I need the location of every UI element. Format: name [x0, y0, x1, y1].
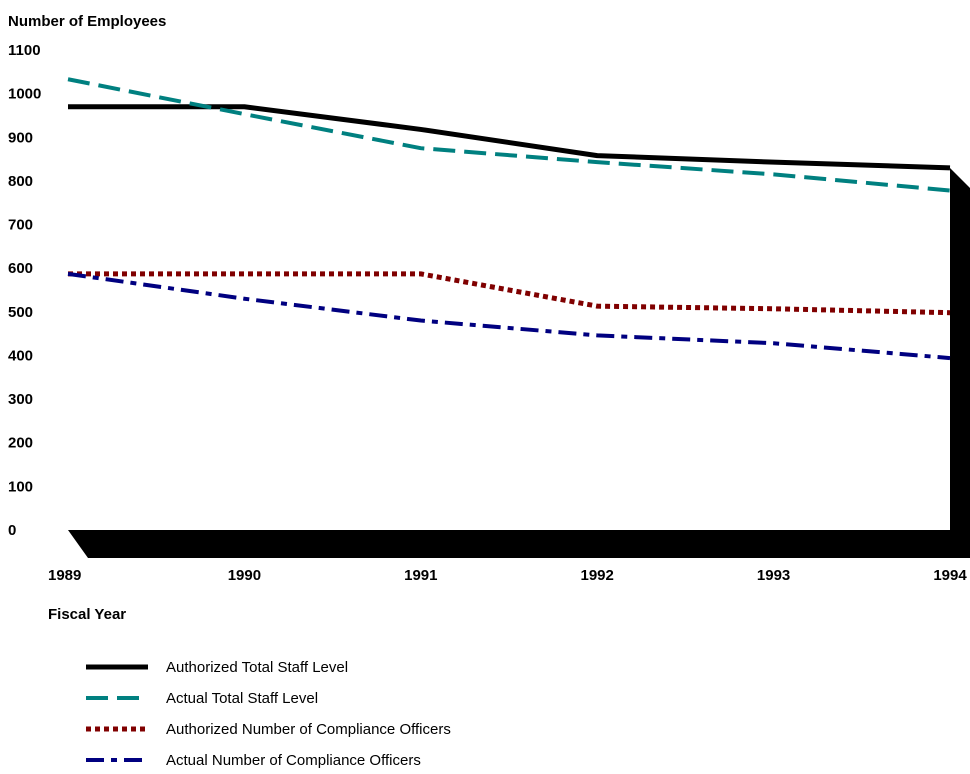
y-tick-label: 300	[8, 391, 33, 408]
series-line	[68, 104, 951, 171]
series-line	[68, 271, 951, 316]
x-tick-label: 1990	[228, 567, 261, 584]
legend-label: Authorized Number of Compliance Officers	[166, 721, 451, 738]
y-axis-ticks: 0 100 200 300 400 500 600 700 800 900 1000 1100	[8, 42, 41, 539]
y-tick-label: 500	[8, 304, 33, 321]
y-tick-label: 800	[8, 173, 33, 190]
x-tick-label: 1989	[48, 567, 81, 584]
x-tick-label: 1992	[581, 567, 614, 584]
y-tick-label: 100	[8, 478, 33, 495]
legend-label: Authorized Total Staff Level	[166, 659, 348, 676]
chart-floor	[68, 530, 950, 558]
legend: Authorized Total Staff Level Actual Total…	[86, 659, 451, 769]
y-tick-label: 0	[8, 522, 16, 539]
y-axis-title: Number of Employees	[8, 13, 166, 30]
x-tick-label: 1991	[404, 567, 437, 584]
series-line	[67, 77, 951, 193]
y-tick-label: 900	[8, 129, 33, 146]
x-axis-ticks: 1989 1990 1991 1992 1993 1994	[48, 567, 967, 584]
y-tick-label: 200	[8, 435, 33, 452]
y-tick-label: 400	[8, 347, 33, 364]
series-line	[67, 271, 951, 361]
x-tick-label: 1994	[933, 567, 967, 584]
chart-side-wall	[950, 168, 970, 558]
y-tick-label: 1000	[8, 86, 41, 103]
y-tick-label: 1100	[8, 42, 41, 59]
x-tick-label: 1993	[757, 567, 790, 584]
legend-label: Actual Number of Compliance Officers	[166, 752, 421, 769]
series-lines	[67, 77, 951, 361]
y-tick-label: 700	[8, 217, 33, 234]
legend-label: Actual Total Staff Level	[166, 690, 318, 707]
x-axis-title: Fiscal Year	[48, 606, 126, 623]
y-tick-label: 600	[8, 260, 33, 277]
